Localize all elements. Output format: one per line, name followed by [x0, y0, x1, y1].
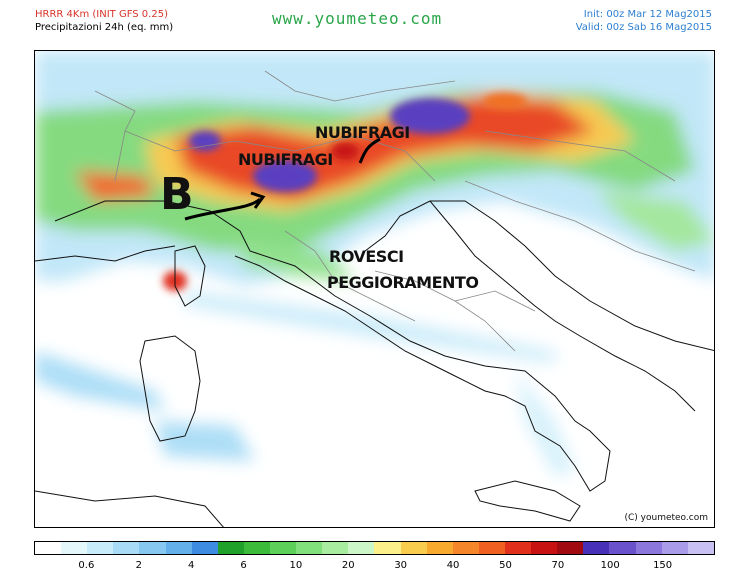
label-rovesci: ROVESCI — [329, 247, 404, 266]
legend-swatch — [322, 542, 349, 554]
precipitation-field — [35, 51, 714, 476]
legend-swatch — [113, 542, 140, 554]
legend-swatch — [296, 542, 323, 554]
legend-swatch — [35, 542, 62, 554]
legend-swatch — [531, 542, 558, 554]
site-name: www.youmeteo.com — [272, 9, 443, 28]
borders — [94, 70, 696, 352]
precipitation-map: NUBIFRAGI NUBIFRAGI B ROVESCI PEGGIORAME… — [34, 50, 715, 528]
legend-swatch — [139, 542, 166, 554]
legend-swatch — [348, 542, 375, 554]
legend-tick-label: 30 — [394, 560, 408, 571]
coastlines — [35, 200, 714, 527]
map-canvas — [35, 51, 714, 527]
legend-tick-label: 150 — [653, 560, 673, 571]
legend-swatch — [87, 542, 114, 554]
color-legend — [34, 541, 715, 555]
legend-swatch — [165, 542, 192, 554]
legend-tick-label: 10 — [289, 560, 303, 571]
legend-swatch — [452, 542, 479, 554]
legend-swatch — [61, 542, 88, 554]
copyright: (C) youmeteo.com — [624, 513, 708, 523]
init-time: Init: 00z Mar 12 Mag2015 — [583, 9, 712, 20]
legend-swatch — [243, 542, 270, 554]
arrow-annotation — [184, 137, 381, 221]
legend-tick-label: 0.6 — [78, 560, 95, 571]
legend-swatch — [217, 542, 244, 554]
legend-swatch — [400, 542, 427, 554]
legend-swatch — [504, 542, 532, 554]
legend-tick-label: 2 — [135, 560, 142, 571]
precip-title: Precipitazioni 24h (eq. mm) — [35, 22, 174, 33]
legend-tick-label: 40 — [446, 560, 460, 571]
legend-swatch — [635, 542, 662, 554]
legend-swatch — [374, 542, 401, 554]
legend-tick-label: 20 — [341, 560, 355, 571]
legend-tick-labels: 0.6 2 4 6 10 20 30 40 50 70 100 150 — [34, 560, 715, 574]
label-nubifragi-west: NUBIFRAGI — [238, 150, 333, 169]
legend-swatch — [583, 542, 610, 554]
valid-time: Valid: 00z Sab 16 Mag2015 — [575, 22, 712, 33]
legend-swatch — [191, 542, 218, 554]
model-title: HRRR 4Km (INIT GFS 0.25) — [35, 9, 168, 20]
legend-swatch — [687, 542, 714, 554]
label-nubifragi-north: NUBIFRAGI — [315, 123, 410, 142]
label-low-pressure: B — [160, 169, 194, 220]
legend-swatch — [478, 542, 505, 554]
label-peggioramento: PEGGIORAMENTO — [327, 273, 479, 292]
legend-swatch — [557, 542, 584, 554]
legend-swatch — [609, 542, 636, 554]
legend-swatch — [269, 542, 297, 554]
legend-swatch — [661, 542, 688, 554]
legend-tick-label: 70 — [551, 560, 565, 571]
legend-swatch — [426, 542, 453, 554]
legend-tick-label: 100 — [600, 560, 620, 571]
legend-tick-label: 50 — [499, 560, 512, 571]
legend-tick-label: 4 — [187, 560, 195, 571]
legend-tick-label: 6 — [240, 560, 247, 571]
